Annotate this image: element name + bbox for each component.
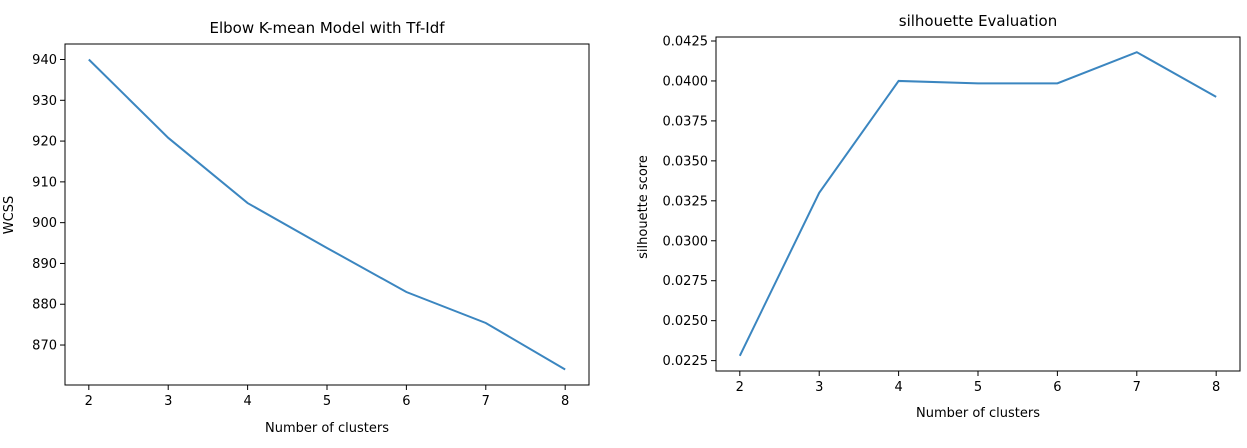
elbow-ticks: 2 3 4 5 6 7 8 870 880 890 900 910 920 930 940 xyxy=(32,53,569,409)
elbow-x-tick-label: 5 xyxy=(323,394,331,409)
silhouette-y-tick-label: 0.0400 xyxy=(663,74,709,89)
elbow-x-tick-label: 2 xyxy=(85,394,93,409)
silhouette-score-line xyxy=(738,51,1217,357)
silhouette-y-tick-label: 0.0250 xyxy=(663,314,709,329)
silhouette-y-tick-label: 0.0275 xyxy=(663,274,709,289)
silhouette-x-tick-label: 8 xyxy=(1212,380,1220,395)
silhouette-plot-frame xyxy=(715,36,1241,372)
elbow-plot-frame xyxy=(64,43,590,386)
elbow-y-tick-label: 920 xyxy=(32,135,57,150)
elbow-y-tick-label: 900 xyxy=(32,216,57,231)
elbow-x-tick-label: 6 xyxy=(402,394,410,409)
silhouette-ticks: 2 3 4 5 6 7 8 0.0225 0.0250 0.0275 0.0300 0.0325 0.0… xyxy=(663,34,1221,395)
silhouette-x-tick-label: 2 xyxy=(736,380,744,395)
elbow-y-tick-label: 880 xyxy=(32,298,57,313)
silhouette-y-tick-label: 0.0425 xyxy=(663,34,709,49)
elbow-x-tick-label: 8 xyxy=(561,394,569,409)
silhouette-x-tick-label: 7 xyxy=(1133,380,1141,395)
silhouette-chart-title: silhouette Evaluation xyxy=(899,12,1057,30)
silhouette-y-tick-label: 0.0225 xyxy=(663,354,709,369)
elbow-y-axis-label: WCSS xyxy=(2,196,17,234)
silhouette-x-axis-label: Number of clusters xyxy=(916,406,1040,421)
silhouette-chart: silhouette Evaluation 2 3 4 5 6 7 8 0.0225 0.025… xyxy=(636,12,1241,421)
elbow-y-tick-label: 940 xyxy=(32,53,57,68)
silhouette-x-tick-label: 5 xyxy=(974,380,982,395)
elbow-wcss-line xyxy=(88,58,566,371)
elbow-x-tick-label: 3 xyxy=(164,394,172,409)
silhouette-y-tick-label: 0.0375 xyxy=(663,114,709,129)
elbow-x-tick-label: 4 xyxy=(243,394,251,409)
elbow-chart: Elbow K-mean Model with Tf-Idf 2 3 4 5 6 7 8 87… xyxy=(2,19,590,436)
silhouette-y-tick-label: 0.0325 xyxy=(663,194,709,209)
elbow-x-axis-label: Number of clusters xyxy=(265,421,389,436)
silhouette-y-axis-label: silhouette score xyxy=(636,155,651,259)
silhouette-x-tick-label: 6 xyxy=(1053,380,1061,395)
elbow-y-tick-label: 930 xyxy=(32,94,57,109)
elbow-y-tick-label: 890 xyxy=(32,257,57,272)
elbow-y-tick-label: 870 xyxy=(32,339,57,354)
silhouette-y-tick-label: 0.0350 xyxy=(663,154,709,169)
silhouette-x-tick-label: 4 xyxy=(894,380,902,395)
elbow-chart-title: Elbow K-mean Model with Tf-Idf xyxy=(209,19,445,37)
elbow-y-tick-label: 910 xyxy=(32,175,57,190)
silhouette-x-tick-label: 3 xyxy=(815,380,823,395)
silhouette-y-tick-label: 0.0300 xyxy=(663,234,709,249)
elbow-x-tick-label: 7 xyxy=(482,394,490,409)
